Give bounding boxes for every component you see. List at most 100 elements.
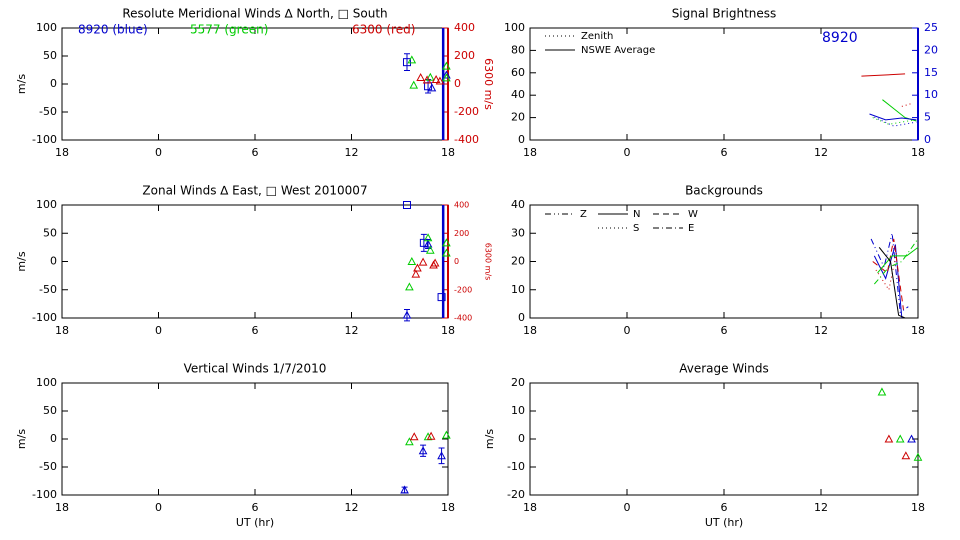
y-tick-label: 80: [511, 43, 525, 56]
y2-tick-label: 0: [454, 257, 459, 266]
x-axis-label: UT (hr): [236, 516, 274, 529]
x-tick-label: 0: [155, 146, 162, 159]
y-tick-label: 60: [511, 66, 525, 79]
y-axis-label: m/s: [483, 429, 496, 449]
y2-tick-label: 5: [924, 111, 931, 124]
y2-axis-label: 6300 m/s: [482, 58, 495, 110]
annotation: 5577 (green): [190, 23, 268, 37]
y-tick-label: 100: [36, 376, 57, 389]
marker: [409, 80, 419, 89]
marker: [418, 446, 428, 455]
marker: [895, 434, 905, 443]
marker: [411, 269, 421, 278]
marker: [442, 430, 451, 439]
y-axis-label: m/s: [15, 429, 28, 449]
plot-frame: [61, 27, 449, 141]
annotation: 8920 (blue): [78, 23, 148, 37]
y2-tick-label: 0: [924, 133, 931, 146]
marker: [402, 310, 412, 319]
x-tick-label: 18: [441, 146, 455, 159]
chart-title: Average Winds: [679, 362, 769, 376]
y2-tick-label: 400: [454, 21, 475, 34]
y2-tick-label: 10: [924, 88, 938, 101]
annotation: 6300 (red): [352, 23, 415, 37]
series-line: [873, 238, 919, 285]
marker: [400, 485, 409, 494]
y2-tick-label: -400: [454, 133, 479, 146]
x-tick-label: 12: [345, 324, 359, 337]
marker: [426, 431, 436, 440]
y-tick-label: 0: [518, 311, 525, 324]
x-tick-label: 0: [624, 146, 631, 159]
series-line: [861, 73, 906, 77]
y-tick-label: -100: [32, 488, 57, 501]
x-tick-label: 6: [252, 146, 259, 159]
chart-title: Signal Brightness: [672, 7, 777, 21]
marker: [442, 73, 451, 82]
y-tick-label: 10: [511, 283, 525, 296]
x-tick-label: 12: [345, 501, 359, 514]
x-tick-label: 0: [624, 324, 631, 337]
error-bar: [403, 53, 410, 72]
y2-tick-label: 200: [454, 229, 469, 238]
x-tick-label: 18: [55, 501, 69, 514]
marker: [877, 387, 887, 396]
marker: [413, 263, 422, 272]
chart-title: Zonal Winds ∆ East, □ West 2010007: [142, 184, 367, 198]
marker: [423, 239, 433, 248]
y-tick-label: -10: [507, 460, 525, 473]
series-line: [878, 247, 906, 319]
marker: [405, 437, 414, 446]
y2-axis-label: 6300 m/s: [484, 243, 493, 281]
marker: [427, 83, 437, 92]
marker: [430, 258, 440, 267]
marker: [407, 256, 417, 265]
plot-frame: [529, 204, 919, 319]
y-tick-label: 0: [50, 255, 57, 268]
x-tick-label: 6: [252, 324, 259, 337]
x-tick-label: 18: [523, 501, 537, 514]
series-line: [874, 116, 917, 127]
y-tick-label: 0: [50, 432, 57, 445]
marker: [907, 434, 916, 443]
y-tick-label: -50: [39, 283, 57, 296]
y-tick-label: 40: [511, 198, 525, 211]
marker: [422, 75, 432, 84]
plot-frame: [61, 204, 449, 319]
legend-label: W: [688, 209, 698, 220]
marker: [901, 451, 911, 460]
plot-frame: [529, 382, 919, 496]
marker: [435, 76, 445, 85]
series-line: [877, 246, 919, 274]
y2-tick-label: 15: [924, 66, 938, 79]
marker: [418, 257, 428, 266]
y-tick-label: 50: [43, 49, 57, 62]
marker: [437, 451, 446, 460]
y-tick-label: 0: [50, 77, 57, 90]
x-tick-label: 6: [721, 324, 728, 337]
y2-tick-label: 0: [454, 77, 461, 90]
y2-tick-label: -400: [454, 314, 472, 323]
marker: [442, 61, 451, 70]
marker: [425, 72, 435, 81]
y-tick-label: 0: [518, 432, 525, 445]
y-tick-label: 40: [511, 88, 525, 101]
y-tick-label: 50: [43, 404, 57, 417]
marker: [416, 73, 425, 82]
marker: [442, 238, 451, 247]
chart-title: Backgrounds: [685, 184, 763, 198]
y-tick-label: 10: [511, 404, 525, 417]
plot-frame: [61, 382, 449, 496]
marker: [423, 233, 433, 242]
annotation: 8920: [822, 30, 858, 46]
marker: [884, 434, 894, 443]
series-line: [901, 102, 914, 107]
x-tick-label: 6: [721, 146, 728, 159]
y-tick-label: 100: [36, 198, 57, 211]
x-tick-label: 6: [252, 501, 259, 514]
x-tick-label: 18: [441, 501, 455, 514]
x-tick-label: 0: [155, 324, 162, 337]
x-tick-label: 0: [624, 501, 631, 514]
x-tick-label: 0: [155, 501, 162, 514]
